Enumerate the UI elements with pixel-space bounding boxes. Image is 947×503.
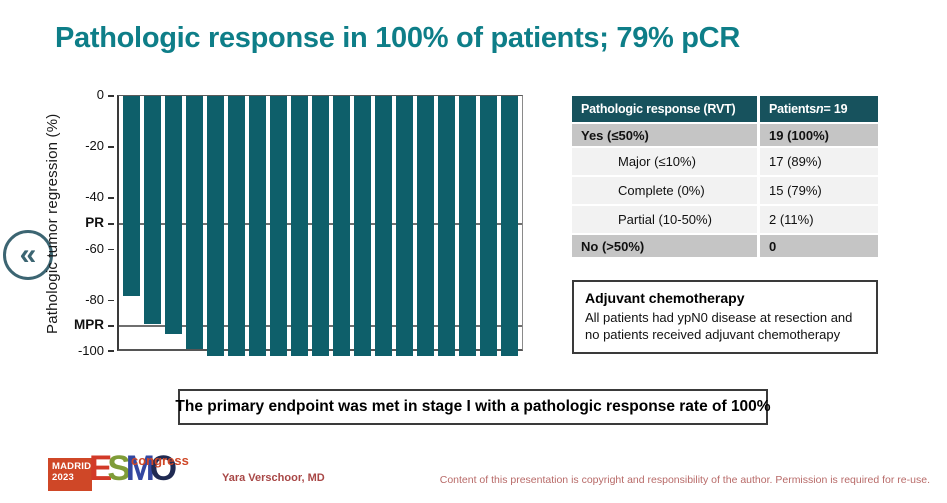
logo-year: 2023	[52, 471, 74, 483]
ytick-mark	[108, 223, 114, 225]
patient-bar-13	[375, 96, 392, 356]
patient-bar-6	[228, 96, 245, 356]
patient-bar-11	[333, 96, 350, 356]
primary-endpoint-banner: The primary endpoint was met in stage I …	[175, 389, 771, 425]
ytick-mark	[108, 299, 114, 302]
patient-bar-1	[123, 96, 140, 296]
ytick-mpr: MPR	[74, 317, 104, 333]
presenter-name: Yara Verschoor, MD	[222, 472, 325, 484]
adjuvant-box-text: All patients had ypN0 disease at resecti…	[585, 310, 853, 343]
table-row-no-value: 0	[760, 235, 878, 257]
table-row-yes-value: 19 (100%)	[760, 124, 878, 146]
ytick-mark	[108, 146, 114, 148]
patient-bar-15	[417, 96, 434, 356]
logo-city: MADRID	[52, 461, 92, 472]
pathologic-response-table: Pathologic response (RVT) Patients n = 1…	[572, 96, 878, 257]
back-nav-button[interactable]: «	[3, 230, 53, 280]
ytick-mark	[108, 248, 114, 251]
ytick-mark	[108, 95, 114, 97]
patient-bar-5	[207, 96, 224, 356]
waterfall-chart	[117, 95, 523, 356]
patient-bar-2	[144, 96, 161, 324]
double-chevron-left-icon: «	[19, 238, 37, 271]
patient-bar-18	[480, 96, 497, 356]
patient-bar-12	[354, 96, 371, 356]
patient-bar-3	[165, 96, 182, 335]
esmo-madrid-2023-badge: MADRID 2023	[48, 458, 92, 491]
patient-bar-4	[186, 96, 203, 350]
patient-bar-8	[270, 96, 287, 356]
ytick-pr: PR	[85, 215, 104, 230]
table-row-major-value: 17 (89%)	[760, 148, 878, 175]
patient-bar-14	[396, 96, 413, 356]
ytick-mark	[108, 350, 114, 352]
table-row-major-label: Major (≤10%)	[572, 148, 757, 175]
banner-text: The primary endpoint was met in stage I …	[175, 398, 771, 415]
chart-bars	[119, 96, 522, 356]
table-row-complete-label: Complete (0%)	[572, 177, 757, 204]
ytick--40: -40	[85, 189, 104, 205]
patient-bar-19	[501, 96, 518, 356]
table-header-response: Pathologic response (RVT)	[572, 96, 757, 122]
table-row-no-label: No (>50%)	[572, 235, 757, 257]
table-row-partial-value: 2 (11%)	[760, 206, 878, 233]
patient-bar-9	[291, 96, 308, 356]
patient-bar-17	[459, 96, 476, 356]
table-row-yes-label: Yes (≤50%)	[572, 124, 757, 146]
esmo-logo-letter: S	[107, 449, 130, 488]
ytick-0: 0	[96, 87, 104, 102]
esmo-congress-label: congress	[131, 453, 189, 468]
page-title: Pathologic response in 100% of patients;…	[55, 22, 740, 54]
ytick-mark	[108, 325, 114, 327]
adjuvant-chemo-box: Adjuvant chemotherapy All patients had y…	[572, 280, 878, 354]
ytick--60: -60	[85, 240, 104, 256]
patient-bar-10	[312, 96, 329, 356]
ytick-mark	[108, 197, 114, 199]
copyright-notice: Content of this presentation is copyrigh…	[439, 474, 930, 486]
ytick--100: -100	[77, 343, 104, 358]
patient-bar-7	[249, 96, 266, 356]
table-row-partial-label: Partial (10-50%)	[572, 206, 757, 233]
table-row-complete-value: 15 (79%)	[760, 177, 878, 204]
ytick--80: -80	[85, 291, 104, 307]
table-header-patients: Patients n = 19	[760, 96, 878, 122]
ytick--20: -20	[85, 138, 104, 154]
patient-bar-16	[438, 96, 455, 356]
adjuvant-box-title: Adjuvant chemotherapy	[585, 290, 745, 306]
esmo-logo-letter: E	[89, 449, 112, 488]
